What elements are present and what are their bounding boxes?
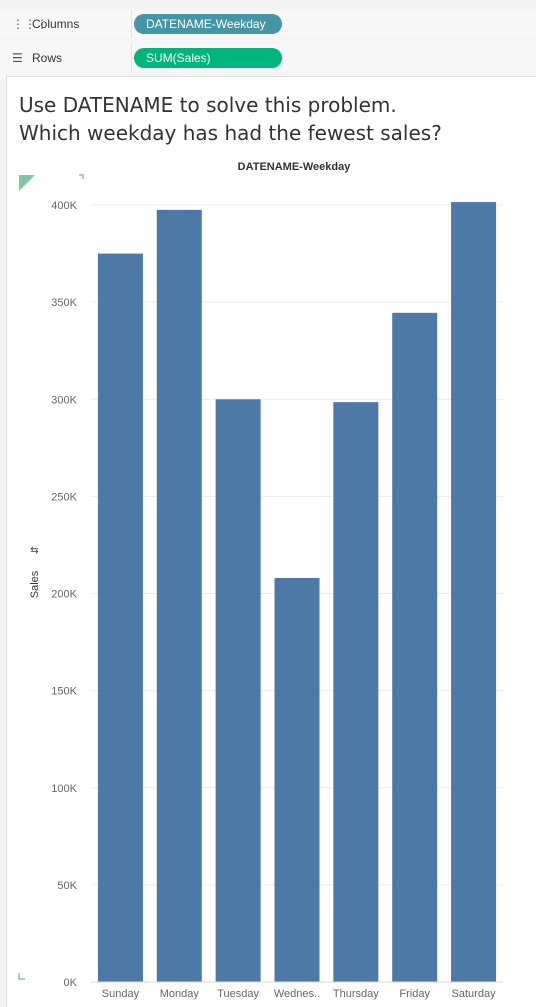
bar	[333, 402, 379, 982]
y-tick-label: 250K	[51, 491, 77, 503]
rows-shelf: ☰ Rows SUM(Sales)	[0, 44, 536, 72]
rows-label-text: Rows	[32, 51, 63, 65]
x-tick-label: Sunday	[102, 988, 140, 1000]
rows-icon: ☰	[12, 51, 23, 65]
corner-mark-bottom-left	[18, 973, 25, 980]
y-tick-label: 150K	[51, 686, 77, 698]
caption-line-2: Which weekday has had the fewest sales?	[19, 121, 442, 145]
x-tick-label: Wednes..	[274, 988, 320, 1000]
corner-mark-top-right	[79, 174, 84, 179]
y-axis-label: Sales	[29, 570, 41, 598]
bar	[392, 312, 438, 983]
y-tick-label: 350K	[51, 297, 77, 309]
y-tick-label: 400K	[51, 200, 77, 212]
rows-pill[interactable]: SUM(Sales)	[134, 48, 282, 68]
bar	[97, 253, 143, 982]
columns-shelf: ⋮⋮⋮ Columns DATENAME-Weekday	[0, 10, 536, 38]
x-tick-label: Tuesday	[217, 988, 259, 1000]
sort-icon: ⇵	[30, 546, 41, 554]
worksheet: Use DATENAME to solve this problem. Whic…	[6, 76, 536, 1007]
x-tick-label: Saturday	[452, 988, 497, 1000]
chart-title: DATENAME-Weekday	[238, 161, 352, 173]
bar	[215, 399, 261, 982]
y-tick-label: 300K	[51, 394, 77, 406]
columns-shelf-label: ⋮⋮⋮ Columns	[0, 10, 132, 38]
bar	[156, 209, 202, 982]
x-tick-label: Friday	[399, 988, 430, 1000]
y-tick-label: 200K	[51, 589, 77, 601]
caption: Use DATENAME to solve this problem. Whic…	[19, 91, 442, 147]
y-tick-label: 50K	[57, 880, 77, 892]
columns-icon: ⋮⋮⋮	[12, 17, 48, 31]
columns-pill[interactable]: DATENAME-Weekday	[134, 14, 282, 34]
rows-shelf-label: ☰ Rows	[0, 44, 132, 72]
y-tick-label: 100K	[51, 783, 77, 795]
bar	[274, 577, 320, 982]
bar-chart: DATENAME-Weekday 0K 50K 100K 150K 200K 250K 300…	[18, 161, 503, 1000]
caption-line-1: Use DATENAME to solve this problem.	[19, 93, 397, 117]
columns-label-text: Columns	[32, 17, 80, 31]
corner-fill-mark	[19, 175, 35, 191]
y-tick-label: 0K	[64, 977, 78, 989]
x-tick-label: Monday	[160, 988, 200, 1000]
bar	[451, 202, 497, 982]
x-tick-label: Thursday	[333, 988, 379, 1000]
